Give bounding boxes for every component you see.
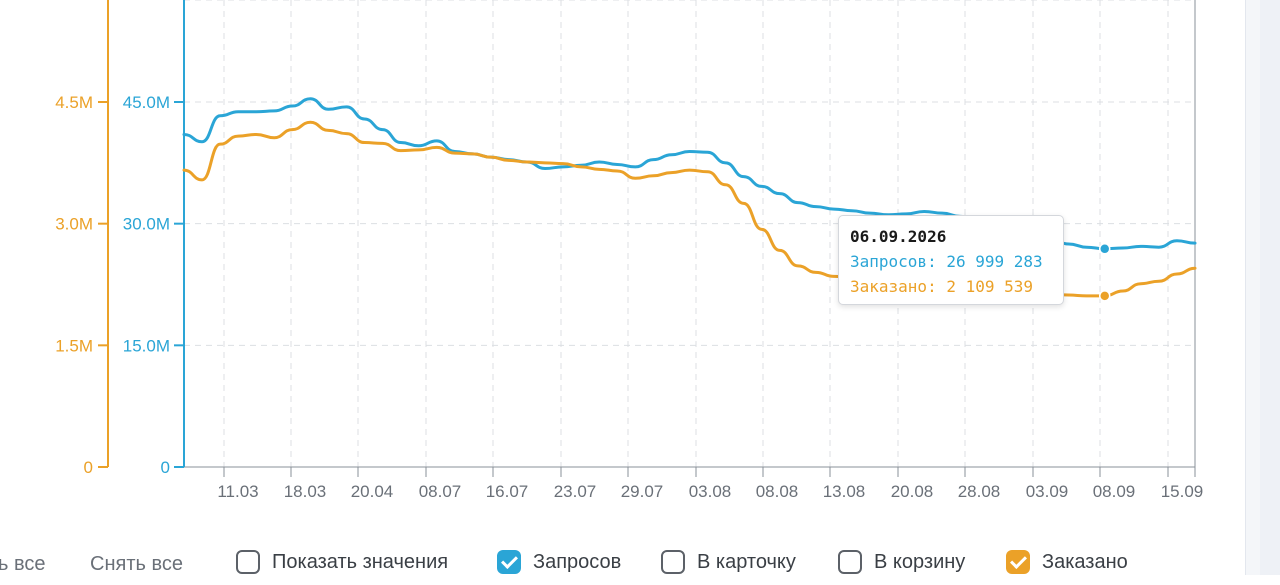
show-values-checkbox[interactable]: Показать значения (236, 550, 448, 574)
tooltip-ordered: Заказано: 2 109 539 (850, 277, 1034, 296)
x-tick-label: 20.08 (891, 482, 934, 501)
ordered-hover-point (1098, 290, 1111, 302)
x-tick-label: 29.07 (621, 482, 664, 501)
x-tick-label: 11.03 (217, 482, 258, 501)
x-tick-label: 20.04 (351, 482, 394, 501)
checkbox-box[interactable] (236, 550, 260, 574)
checkbox-label: В корзину (874, 550, 966, 573)
checkbox-box[interactable] (661, 550, 685, 574)
requests-hover-point (1098, 243, 1111, 255)
requests-checkbox[interactable]: Запросов (497, 550, 621, 574)
x-tick-label: 23.07 (554, 482, 597, 501)
x-tick-label: 03.09 (1026, 482, 1069, 501)
x-tick-label: 18.03 (284, 482, 327, 501)
x-tick-label: 13.08 (823, 482, 866, 501)
x-tick-label: 08.08 (756, 482, 799, 501)
scrollbar[interactable] (1260, 0, 1280, 575)
right-tick-label: 0 (161, 458, 170, 477)
deselect-all-link[interactable]: Снять все (90, 553, 183, 575)
x-tick-label: 08.07 (419, 482, 462, 501)
to-cart-checkbox[interactable]: В корзину (838, 550, 965, 574)
x-tick-label: 15.09 (1161, 482, 1204, 501)
to-card-checkbox[interactable]: В карточку (661, 550, 796, 574)
checkbox-label: Запросов (533, 550, 622, 573)
left-tick-label: 1.5M (55, 336, 93, 355)
chart-tooltip: 06.09.2026 Запросов: 26 999 283 Заказано… (838, 215, 1064, 305)
checkbox-label: Заказано (1042, 550, 1128, 573)
right-tick-label: 30.0M (123, 215, 170, 234)
chart-controls: ь все Снять все Показать значения Запрос… (0, 545, 1245, 585)
left-tick-label: 3.0M (55, 215, 93, 234)
checkbox-box[interactable] (838, 550, 862, 574)
x-tick-label: 08.09 (1093, 482, 1136, 501)
select-all-link[interactable]: ь все (0, 553, 46, 575)
right-tick-label: 15.0M (123, 336, 170, 355)
checkbox-label: В карточку (697, 550, 796, 573)
checkbox-box[interactable] (1006, 550, 1030, 574)
side-panel (1245, 0, 1280, 575)
checkbox-label: Показать значения (272, 550, 449, 573)
left-tick-label: 0 (84, 458, 93, 477)
left-tick-label: 4.5M (55, 93, 93, 112)
x-tick-label: 28.08 (958, 482, 1001, 501)
ordered-checkbox[interactable]: Заказано (1006, 550, 1128, 574)
checkbox-box[interactable] (497, 550, 521, 574)
x-tick-label: 03.08 (689, 482, 732, 501)
x-tick-label: 16.07 (486, 482, 529, 501)
tooltip-date: 06.09.2026 (850, 227, 947, 246)
right-tick-label: 45.0M (123, 93, 170, 112)
tooltip-requests: Запросов: 26 999 283 (850, 252, 1043, 271)
